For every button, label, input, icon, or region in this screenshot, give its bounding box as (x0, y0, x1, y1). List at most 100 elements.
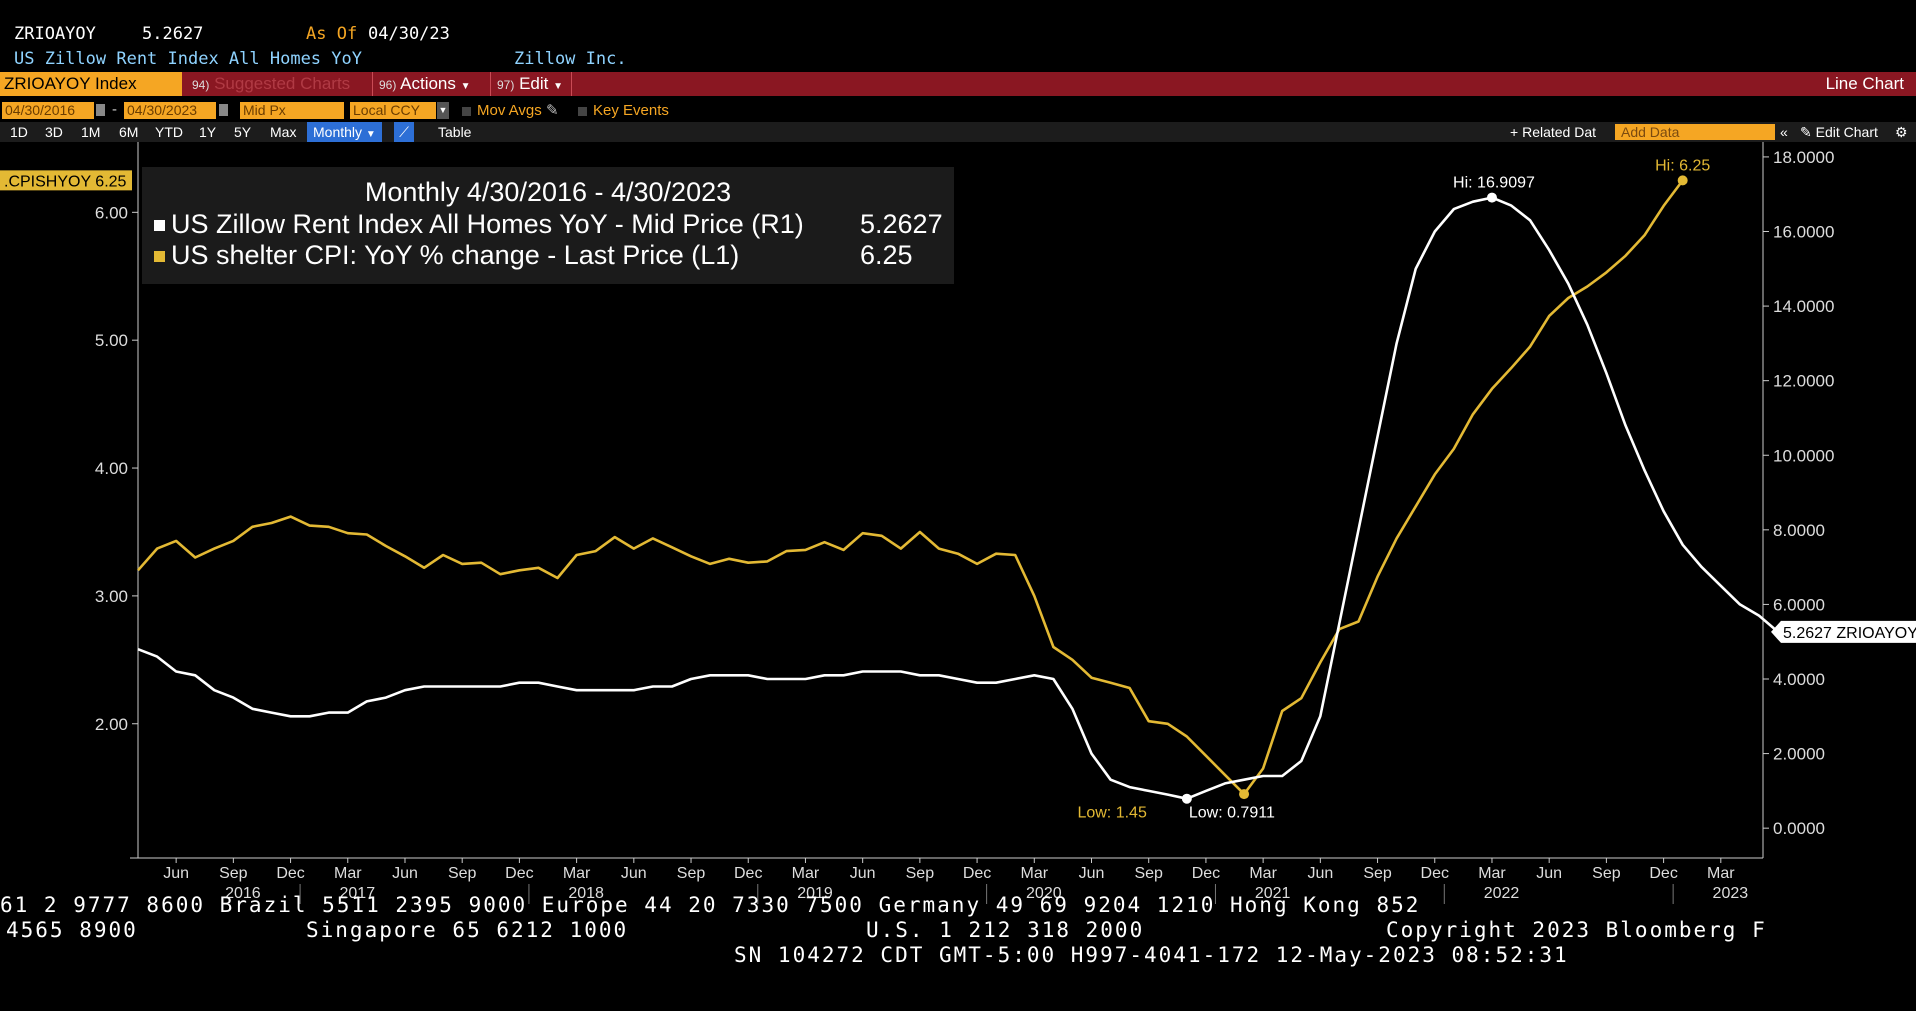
chevron-down-icon: ▼ (460, 81, 471, 92)
x-year-label: 2018 (568, 885, 604, 902)
x-month-label: Sep (906, 865, 935, 882)
chart-legend: Monthly 4/30/2016 - 4/30/2023 US Zillow … (142, 167, 954, 284)
function-toolbar: ZRIOAYOY Index 94) Suggested Charts 96) … (0, 72, 1916, 96)
range-5y[interactable]: 5Y (234, 124, 252, 140)
x-month-label: Sep (1134, 865, 1163, 882)
footer-line-1: 61 2 9777 8600 Brazil 5511 2395 9000 Eur… (0, 893, 1421, 917)
right-tick-label: 16.0000 (1773, 223, 1834, 242)
x-month-label: Jun (163, 865, 189, 882)
edit-chart-label: Edit Chart (1815, 124, 1878, 140)
right-tick-label: 2.0000 (1773, 745, 1825, 764)
frequency-label: Monthly (313, 124, 363, 140)
x-month-label: Mar (563, 865, 591, 882)
pencil-icon[interactable]: ✎ (545, 102, 559, 119)
last-value: 5.2627 (142, 24, 204, 44)
frequency-dropdown[interactable]: Monthly ▼ (307, 122, 382, 142)
table-button[interactable]: Table (438, 124, 472, 140)
legend-item-cpi[interactable]: US shelter CPI: YoY % change - Last Pric… (154, 240, 739, 271)
date-separator: - (112, 101, 117, 118)
range-6m[interactable]: 6M (119, 124, 139, 140)
chart-title: Monthly 4/30/2016 - 4/30/2023 (364, 177, 732, 207)
cpi-low-marker (1239, 789, 1250, 800)
range-max[interactable]: Max (270, 124, 297, 140)
ticker-field[interactable]: ZRIOAYOY Index (0, 72, 182, 96)
calendar-icon[interactable] (96, 104, 105, 116)
range-ytd[interactable]: YTD (155, 124, 183, 140)
right-tick-label: 6.0000 (1773, 595, 1825, 614)
settings-row: 04/30/2016 - 04/30/2023 Mid Px Local CCY… (0, 100, 1916, 122)
as-of-date: 04/30/23 (368, 24, 450, 44)
cpi-low-label: Low: 1.45 (1077, 805, 1146, 822)
x-month-label: Jun (1307, 865, 1333, 882)
suggested-charts-button[interactable]: 94) Suggested Charts (186, 72, 364, 96)
actions-label: Actions (400, 74, 456, 93)
x-month-label: Dec (734, 865, 762, 882)
end-date-field[interactable]: 04/30/2023 (124, 102, 216, 119)
range-3d[interactable]: 3D (45, 124, 63, 140)
x-month-label: Mar (1021, 865, 1049, 882)
checkbox-icon (578, 106, 587, 116)
footer-line-2c: U.S. 1 212 318 2000 (866, 918, 1145, 942)
x-month-label: Jun (392, 865, 418, 882)
collapse-icon[interactable]: « (1780, 124, 1788, 140)
related-data-button[interactable]: + Related Dat (1510, 122, 1596, 142)
range-1m[interactable]: 1M (81, 124, 101, 140)
add-data-input[interactable]: Add Data (1615, 124, 1775, 140)
x-year-label: 2016 (225, 885, 261, 902)
key-events-checkbox[interactable]: Key Events (578, 102, 669, 119)
gear-icon[interactable]: ⚙ (1895, 124, 1908, 140)
x-month-label: Mar (1707, 865, 1735, 882)
chevron-down-icon: ▼ (553, 81, 564, 92)
chevron-down-icon[interactable]: ▼ (437, 102, 449, 119)
left-tick-label: 5.00 (95, 331, 128, 350)
chevron-down-icon: ▼ (365, 129, 376, 140)
actions-menu[interactable]: 96) Actions ▼ (372, 72, 487, 96)
right-tick-label: 10.0000 (1773, 446, 1834, 465)
mov-avgs-checkbox[interactable]: Mov Avgs ✎ (462, 102, 559, 119)
x-month-label: Dec (505, 865, 533, 882)
cpi-high-marker (1677, 175, 1688, 186)
line-style-icon[interactable]: ⟋ (394, 122, 414, 142)
edit-menu[interactable]: 97) Edit ▼ (490, 72, 572, 96)
range-1y[interactable]: 1Y (199, 124, 217, 140)
legend-swatch (154, 251, 165, 263)
footer-line-2a: 4565 8900 (6, 918, 138, 942)
actions-num: 96) (379, 78, 397, 92)
legend-label: US shelter CPI: YoY % change - Last Pric… (171, 240, 740, 270)
cpi-series-line (137, 179, 1684, 796)
footer-line-2d: Copyright 2023 Bloomberg F (1386, 918, 1767, 942)
footer-line-2b: Singapore 65 6212 1000 (306, 918, 629, 942)
x-month-label: Jun (850, 865, 876, 882)
x-month-label: Jun (621, 865, 647, 882)
legend-value: 6.25 (860, 240, 913, 270)
calendar-icon[interactable] (219, 104, 228, 116)
x-month-label: Sep (448, 865, 477, 882)
x-month-label: Sep (1592, 865, 1621, 882)
x-month-label: Dec (1421, 865, 1449, 882)
footer-line-3: SN 104272 CDT GMT-5:00 H997-4041-172 12-… (734, 943, 1569, 967)
x-year-label: 2022 (1484, 885, 1520, 902)
currency-field[interactable]: Local CCY (350, 102, 436, 119)
legend-item-zillow[interactable]: US Zillow Rent Index All Homes YoY - Mid… (154, 209, 804, 240)
chart-type-label: Line Chart (1825, 74, 1904, 93)
start-date-field[interactable]: 04/30/2016 (2, 102, 94, 119)
pencil-icon: ✎ (1800, 124, 1812, 140)
price-type-field[interactable]: Mid Px (240, 102, 344, 119)
x-year-label: 2017 (340, 885, 376, 902)
edit-chart-button[interactable]: ✎ Edit Chart (1800, 122, 1878, 142)
mov-avgs-label: Mov Avgs (477, 102, 542, 119)
legend-label: US Zillow Rent Index All Homes YoY - Mid… (171, 209, 804, 239)
right-tick-label: 4.0000 (1773, 670, 1825, 689)
cpi-last-tag-label: .CPISHYOY 6.25 (4, 173, 127, 190)
zillow-low-marker (1181, 793, 1192, 804)
left-tick-label: 2.00 (95, 715, 128, 734)
related-data-label: Related Dat (1522, 124, 1597, 140)
zillow-last-tag (1771, 620, 1916, 643)
x-month-label: Mar (1249, 865, 1277, 882)
range-1d[interactable]: 1D (10, 124, 28, 140)
edit-label: Edit (519, 74, 549, 93)
zillow-high-label: Hi: 16.9097 (1453, 175, 1535, 192)
edit-num: 97) (497, 78, 515, 92)
period-bar: 1D 3D 1M 6M YTD 1Y 5Y Max Monthly ▼ ⟋ Ta… (0, 122, 1916, 142)
